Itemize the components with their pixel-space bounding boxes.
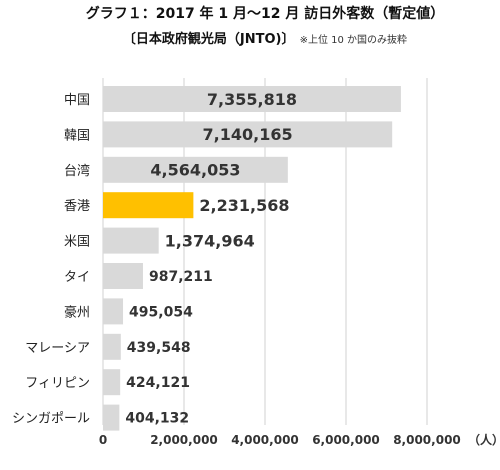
subtitle-row: 〔日本政府観光局（JNTO)〕 ※上位 10 か国のみ抜粋 <box>40 28 490 47</box>
chart-subtitle: 〔日本政府観光局（JNTO)〕 <box>122 32 295 47</box>
category-label: 台湾 <box>64 163 90 179</box>
value-label: 439,548 <box>127 340 191 356</box>
x-tick-label: 8,000,000 <box>393 433 461 447</box>
x-tick-label: 0 <box>99 433 107 447</box>
bar <box>103 192 194 219</box>
category-label: 中国 <box>64 93 90 108</box>
x-tick-label: 2,000,000 <box>150 433 218 447</box>
value-label: 404,132 <box>125 411 189 427</box>
bar <box>103 333 121 360</box>
value-label: 7,355,818 <box>207 90 297 109</box>
value-label: 4,564,053 <box>150 161 240 180</box>
category-label: フィリピン <box>25 376 90 391</box>
bar <box>103 404 120 431</box>
bar <box>103 156 288 183</box>
bars <box>103 86 401 431</box>
x-tick-label: 4,000,000 <box>231 433 299 447</box>
x-tick-label: 6,000,000 <box>312 433 380 447</box>
x-axis-tick-labels: 0 2,000,000 4,000,000 6,000,000 8,000,000 （人） <box>99 432 500 447</box>
value-label: 987,211 <box>149 269 213 285</box>
chart-note: ※上位 10 か国のみ抜粋 <box>299 35 408 46</box>
value-label: 495,054 <box>129 304 193 320</box>
value-labels: 7,355,818 7,140,165 4,564,053 2,231,568 1,37… <box>125 90 297 427</box>
value-label: 1,374,964 <box>165 231 255 250</box>
bar <box>103 298 124 325</box>
category-label: タイ <box>64 270 90 285</box>
category-label: 米国 <box>64 235 90 250</box>
chart-title: グラフ１：2017 年 1 月～12 月 訪日外客数（暫定値） <box>85 6 445 22</box>
value-label: 2,231,568 <box>199 196 289 215</box>
value-label: 7,140,165 <box>203 125 293 144</box>
bar <box>103 369 121 396</box>
category-label: シンガポール <box>12 412 90 427</box>
category-label: 韓国 <box>64 128 90 143</box>
category-label: マレーシア <box>25 341 90 356</box>
bar <box>103 121 393 148</box>
bar <box>103 227 159 254</box>
category-label: 豪州 <box>64 304 90 320</box>
category-label: 香港 <box>64 199 90 214</box>
bar <box>103 86 401 112</box>
x-axis-unit: （人） <box>468 432 500 447</box>
bar <box>103 263 143 289</box>
value-label: 424,121 <box>126 375 190 391</box>
